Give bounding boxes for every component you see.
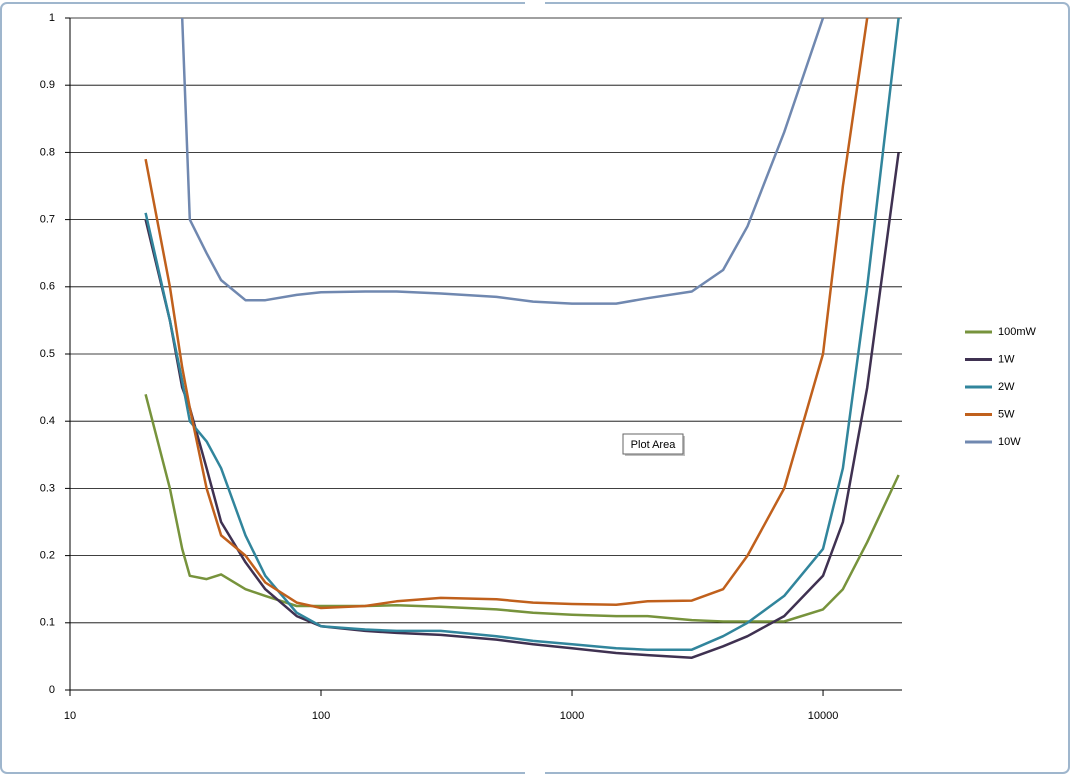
- tooltip-text: Plot Area: [631, 439, 677, 451]
- series-line: [144, 393, 900, 623]
- resize-handle[interactable]: [525, 770, 545, 776]
- legend-label: 5W: [998, 408, 1015, 420]
- y-tick-label: 0: [49, 684, 55, 696]
- y-tick-label: 0.1: [40, 617, 55, 629]
- x-tick-label: 1000: [560, 710, 584, 722]
- x-tick-label: 100: [312, 710, 330, 722]
- series-line: [144, 152, 900, 659]
- legend-label: 1W: [998, 353, 1015, 365]
- legend: 100mW 1W 2W 5W 10W: [965, 326, 1037, 448]
- resize-handle[interactable]: [525, 0, 545, 5]
- legend-label: 100mW: [998, 326, 1037, 338]
- y-tick-label: 0.5: [40, 348, 55, 360]
- y-tick-label: 0.2: [40, 550, 55, 562]
- y-tick-label: 0.7: [40, 214, 55, 226]
- y-tick-label: 0.8: [40, 146, 55, 158]
- y-tick-label: 0.6: [40, 281, 55, 293]
- legend-label: 2W: [998, 381, 1015, 393]
- grid: [70, 17, 902, 691]
- series-line: [180, 18, 825, 305]
- y-tick-label: 1: [49, 12, 55, 24]
- y-tick-label: 0.3: [40, 482, 55, 494]
- legend-label: 10W: [998, 436, 1021, 448]
- y-tick-label: 0.4: [40, 415, 55, 427]
- series-line: [144, 18, 900, 651]
- x-tick-label: 10: [64, 710, 76, 722]
- x-tick-label: 10000: [808, 710, 839, 722]
- tooltip: Plot Area: [622, 433, 685, 456]
- plot-lines: [144, 18, 900, 659]
- series-line: [144, 18, 869, 610]
- y-tick-label: 0.9: [40, 79, 55, 91]
- axes: 0 0.1 0.2 0.3 0.4 0.5 0.6 0.7 0.8 0.9 1 10 100 1000 10…: [40, 12, 902, 722]
